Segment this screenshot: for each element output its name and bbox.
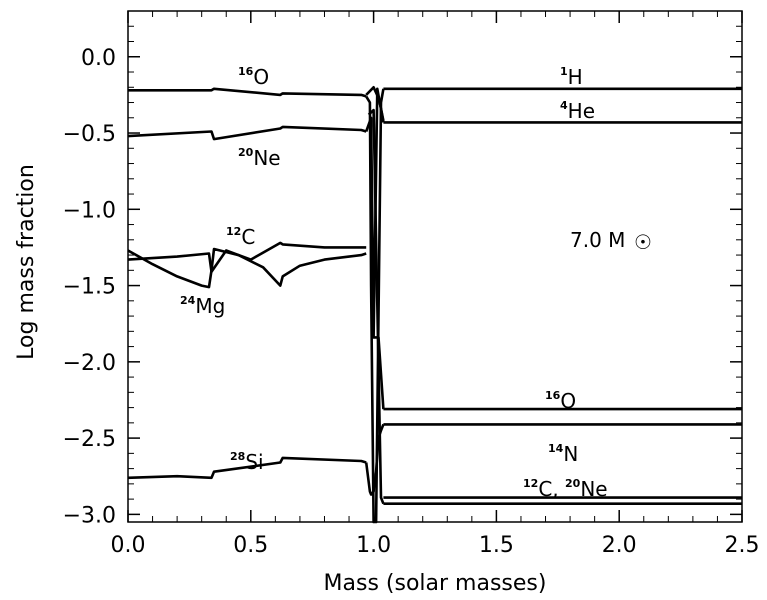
series-line xyxy=(127,247,367,289)
element-symbol: Mg xyxy=(195,294,225,318)
x-axis-label: Mass (solar masses) xyxy=(324,571,547,596)
y-tick-label: −2.0 xyxy=(63,351,116,376)
element-symbol: N xyxy=(563,442,578,466)
x-tick-label: 1.0 xyxy=(356,533,391,558)
isotope-label: 12C, 20Ne xyxy=(523,477,608,501)
isotope-label: 4He xyxy=(560,99,595,123)
series-line xyxy=(127,125,367,141)
y-tick-label: 0.0 xyxy=(81,46,116,71)
plot-frame xyxy=(127,10,743,523)
isotope-number: 16 xyxy=(545,389,561,402)
y-tick-label: −3.0 xyxy=(63,503,116,528)
isotope-number: 28 xyxy=(230,450,245,463)
element-symbol: C, xyxy=(538,477,565,501)
series-line xyxy=(365,86,385,122)
isotope-label: 1H xyxy=(560,65,583,89)
series-line xyxy=(127,241,367,274)
isotope-label: 12C xyxy=(226,225,255,249)
isotope-number: 4 xyxy=(560,99,568,112)
isotope-label: 16O xyxy=(545,389,576,413)
isotope-number: 20 xyxy=(238,146,254,159)
sun-symbol-icon: ☉ xyxy=(634,230,652,254)
isotope-number: 12 xyxy=(226,225,241,238)
x-tick-label: 2.5 xyxy=(725,533,760,558)
element-symbol: O xyxy=(253,65,269,89)
isotope-label: 16O xyxy=(238,65,269,89)
x-tick-label: 1.5 xyxy=(479,533,514,558)
element-symbol: Si xyxy=(245,450,263,474)
element-symbol: Ne xyxy=(580,477,607,501)
isotope-label: 20Ne xyxy=(238,146,281,170)
x-tick-label: 2.0 xyxy=(602,533,637,558)
x-tick-label: 0.5 xyxy=(233,533,268,558)
isotope-number: 16 xyxy=(238,65,254,78)
series-line xyxy=(128,87,367,98)
y-tick-label: −1.5 xyxy=(63,275,116,300)
isotope-label: 24Mg xyxy=(180,294,225,318)
element-symbol: H xyxy=(568,65,583,89)
y-tick-label: −1.0 xyxy=(63,198,116,223)
isotope-number: 12 xyxy=(523,477,538,490)
isotope-label: 14N xyxy=(548,442,578,466)
isotope-number: 1 xyxy=(560,65,568,78)
element-symbol: O xyxy=(560,389,576,413)
series-lines xyxy=(127,86,742,524)
y-tick-label: −0.5 xyxy=(63,122,116,147)
element-symbol: He xyxy=(568,99,595,123)
y-tick-label: −2.5 xyxy=(63,427,116,452)
isotope-label: 28Si xyxy=(230,450,264,474)
isotope-number: 14 xyxy=(548,442,564,455)
element-symbol: Ne xyxy=(253,146,280,170)
x-tick-label: 0.0 xyxy=(111,533,146,558)
y-axis-label: Log mass fraction xyxy=(14,164,39,360)
series-line xyxy=(127,456,367,480)
model-label: 7.0 M ☉ xyxy=(570,228,652,254)
axis-ticks: 0.0 0.5 1.0 1.5 2.0 2.5 0.0 −0.5 −1.0 −1.5 −2.0 −2.… xyxy=(63,11,760,558)
isotope-number: 20 xyxy=(565,477,581,490)
series-line xyxy=(367,108,385,505)
element-symbol: C xyxy=(241,225,255,249)
model-mass-text: 7.0 M xyxy=(570,228,625,252)
isotope-number: 24 xyxy=(180,294,196,307)
